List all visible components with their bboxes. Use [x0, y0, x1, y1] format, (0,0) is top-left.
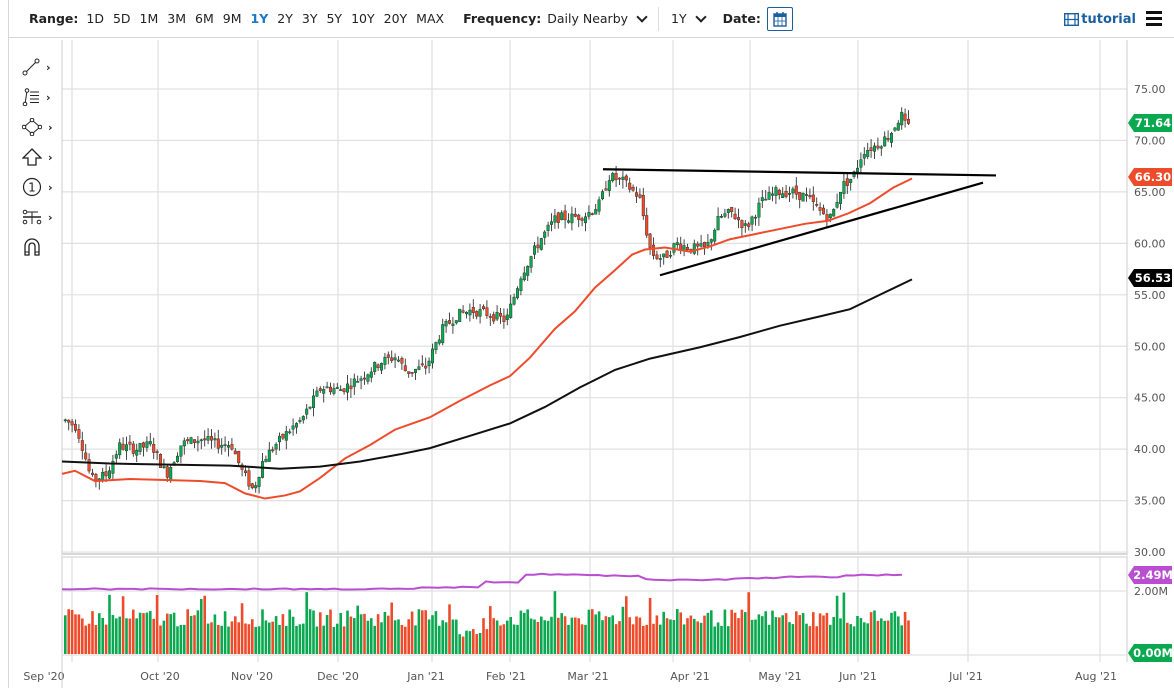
film-icon	[1064, 13, 1080, 26]
fib-tool-button[interactable]: ›	[22, 86, 58, 108]
range-option-9m[interactable]: 9M	[222, 11, 242, 26]
svg-text:66.30: 66.30	[1135, 170, 1171, 184]
date-axis-label: Mar '21	[567, 670, 608, 683]
line-tool-button[interactable]: ›	[22, 56, 58, 78]
arrow-tool-button[interactable]: ›	[22, 146, 58, 168]
range-option-20y[interactable]: 20Y	[383, 11, 408, 26]
svg-text:2.49M: 2.49M	[1133, 568, 1173, 582]
volume-average-tag: 2.49M	[1128, 566, 1173, 584]
price-axis-label: 55.00	[1134, 289, 1166, 302]
date-axis-label: Oct '20	[140, 670, 180, 683]
shapes-tool-button[interactable]: ›	[22, 116, 58, 138]
range-option-1d[interactable]: 1D	[86, 11, 104, 26]
chevron-right-icon: ›	[48, 210, 53, 224]
number-marker-icon: 1	[22, 177, 42, 197]
calendar-button[interactable]	[766, 6, 793, 31]
date-axis-label: Jun '21	[838, 670, 877, 683]
ma50-value-tag: 66.30	[1128, 168, 1172, 186]
last-price-tag: 71.64	[1128, 114, 1172, 132]
number-marker-button[interactable]: 1 ›	[22, 176, 58, 198]
measure-tool-icon	[22, 209, 42, 225]
svg-text:56.53: 56.53	[1135, 271, 1171, 285]
svg-text:1: 1	[28, 181, 36, 195]
arrow-tool-icon	[22, 148, 42, 166]
magnet-button[interactable]	[22, 236, 58, 258]
volume-last-tag: 0.00M	[1128, 644, 1173, 662]
shapes-tool-icon	[22, 118, 42, 136]
price-axis-label: 70.00	[1134, 134, 1166, 147]
date-axis-label: Feb '21	[486, 670, 526, 683]
menu-icon[interactable]	[1146, 11, 1162, 29]
svg-text:0.00M: 0.00M	[1133, 646, 1173, 660]
ma200-line	[61, 278, 913, 470]
volume-axis-label: 2.00M	[1134, 585, 1168, 598]
chevron-right-icon: ›	[46, 60, 51, 74]
date-axis-label: May '21	[758, 670, 801, 683]
chevron-right-icon: ›	[48, 150, 53, 164]
calendar-icon	[773, 11, 787, 27]
price-axis-label: 45.00	[1134, 392, 1166, 405]
date-axis-label: Jul '21	[948, 670, 983, 683]
frequency-value: Daily Nearby	[547, 11, 629, 26]
tutorial-label: tutorial	[1081, 12, 1136, 27]
range-option-6m[interactable]: 6M	[195, 11, 214, 26]
period-value: 1Y	[671, 11, 687, 26]
date-label: Date:	[722, 11, 761, 26]
price-axis-label: 75.00	[1134, 83, 1166, 96]
toolbar: Range: 1D 5D 1M 3M 6M 9M 1Y 2Y 3Y 5Y 10Y 20Y MAX Fre…	[8, 0, 1174, 38]
chevron-right-icon: ›	[48, 120, 53, 134]
range-option-1m[interactable]: 1M	[139, 11, 159, 26]
price-axis-label: 30.00	[1134, 546, 1166, 559]
date-axis-label: Aug '21	[1075, 670, 1117, 683]
ma50-line	[61, 177, 913, 500]
fib-retracement-icon	[22, 88, 39, 106]
price-axis-label: 60.00	[1134, 237, 1166, 250]
magnet-icon	[24, 238, 40, 256]
resistance-trendline[interactable]	[602, 168, 997, 177]
svg-text:71.64: 71.64	[1135, 116, 1171, 130]
range-option-10y[interactable]: 10Y	[351, 11, 375, 26]
range-option-5d[interactable]: 5D	[112, 11, 131, 26]
line-tool-icon	[22, 58, 40, 76]
date-axis-label: Apr '21	[670, 670, 710, 683]
period-dropdown[interactable]: 1Y	[671, 10, 707, 26]
frequency-dropdown[interactable]: Daily Nearby	[547, 10, 648, 26]
volume-average-line	[61, 572, 903, 591]
range-label: Range:	[29, 11, 79, 26]
volume-bars	[64, 591, 910, 654]
ma200-value-tag: 56.53	[1128, 269, 1172, 287]
price-axis-label: 50.00	[1134, 340, 1166, 353]
left-border	[8, 38, 9, 688]
range-option-2y[interactable]: 2Y	[277, 11, 293, 26]
range-option-3y[interactable]: 3Y	[301, 11, 318, 26]
range-option-5y[interactable]: 5Y	[326, 11, 343, 26]
chevron-right-icon: ›	[48, 180, 53, 194]
date-axis-label: Nov '20	[231, 670, 273, 683]
date-axis-label: Sep '20	[23, 670, 64, 683]
price-axis-label: 40.00	[1134, 443, 1166, 456]
range-option-max[interactable]: MAX	[416, 11, 445, 26]
divider	[658, 6, 660, 31]
price-axis-label: 65.00	[1134, 186, 1166, 199]
chevron-right-icon: ›	[46, 90, 51, 104]
price-axis-label: 35.00	[1134, 495, 1166, 508]
range-option-1y[interactable]: 1Y	[250, 11, 269, 26]
range-option-3m[interactable]: 3M	[167, 11, 187, 26]
date-axis-label: Dec '20	[317, 670, 359, 683]
frequency-label: Frequency:	[463, 11, 542, 26]
date-axis-label: Jan '21	[406, 670, 444, 683]
measure-tool-button[interactable]: ›	[22, 206, 58, 228]
range-list: 1D 5D 1M 3M 6M 9M 1Y 2Y 3Y 5Y 10Y 20Y MAX	[86, 11, 453, 26]
tutorial-link[interactable]: tutorial	[1064, 12, 1136, 27]
support-trendline[interactable]	[659, 181, 984, 277]
candlesticks	[63, 107, 911, 494]
